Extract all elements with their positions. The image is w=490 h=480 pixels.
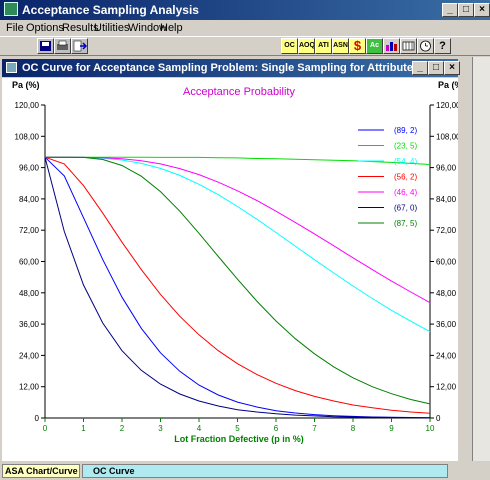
menu-help[interactable]: Help: [160, 22, 183, 34]
y-tick-label-left: 36,00: [19, 320, 40, 329]
y-axis-label-left: Pa (%): [12, 80, 40, 90]
legend-label-3: (54, 4): [394, 157, 417, 166]
x-tick-label: 4: [197, 424, 202, 433]
app-icon: [4, 2, 18, 16]
y-tick-label-right: 84,00: [436, 195, 457, 204]
child-title-bar: OC Curve for Acceptance Sampling Problem…: [2, 59, 460, 77]
oc-curve-icon[interactable]: OC: [281, 38, 298, 54]
series-line-1: [44, 156, 431, 419]
y-axis-label-right: Pa (%): [438, 80, 458, 90]
legend-label-2: (23, 5): [394, 142, 417, 151]
plot-area: Pa (%) Pa (%) Acceptance Probability Lot…: [2, 78, 466, 461]
status-bar: ASA Chart/Curve OC Curve: [0, 462, 490, 480]
bar-chart-icon[interactable]: [383, 38, 400, 54]
menu-utilities[interactable]: Utilities: [94, 22, 130, 34]
y-tick-label-left: 24,00: [19, 351, 40, 360]
y-tick-label-left: 108,00: [15, 132, 40, 141]
asn-curve-icon[interactable]: ASN: [332, 38, 349, 54]
y-tick-label-right: 12,00: [436, 383, 457, 392]
clock-icon[interactable]: [417, 38, 434, 54]
series-line-6: [44, 157, 430, 419]
close-button[interactable]: ×: [474, 3, 490, 17]
series-line-3: [45, 156, 431, 333]
legend-label-5: (46, 4): [394, 188, 417, 197]
child-maximize-button[interactable]: □: [428, 61, 444, 75]
toolbar: OC AOQ ATI ASN $ Ac Re ?: [0, 36, 490, 56]
legend-label-1: (89, 2): [394, 126, 417, 135]
x-tick-label: 7: [312, 424, 317, 433]
ac-re-icon[interactable]: Ac Re: [366, 38, 383, 54]
menu-file[interactable]: File: [6, 22, 24, 34]
y-tick-label-left: 60,00: [19, 258, 40, 267]
table-icon[interactable]: [400, 38, 417, 54]
y-tick-label-right: 60,00: [436, 258, 457, 267]
y-tick-label-right: 96,00: [436, 164, 457, 173]
x-tick-label: 1: [81, 424, 86, 433]
y-tick-label-right: 48,00: [436, 289, 457, 298]
x-tick-label: 3: [158, 424, 163, 433]
maximize-button[interactable]: □: [458, 3, 474, 17]
app-title: Acceptance Sampling Analysis: [22, 3, 199, 17]
x-tick-label: 10: [426, 424, 435, 433]
cost-icon[interactable]: $: [349, 38, 366, 54]
series-line-4: [44, 156, 431, 414]
ati-curve-icon[interactable]: ATI: [315, 38, 332, 54]
status-left: ASA Chart/Curve: [2, 464, 80, 478]
y-tick-label-left: 72,00: [19, 226, 40, 235]
menu-window[interactable]: Window: [128, 22, 168, 34]
minimize-button[interactable]: _: [442, 3, 458, 17]
save-icon[interactable]: [37, 38, 54, 54]
y-tick-label-right: 108,00: [436, 132, 458, 141]
y-tick-label-right: 0: [436, 414, 441, 423]
y-tick-label-left: 48,00: [19, 289, 40, 298]
y-tick-label-left: 84,00: [19, 195, 40, 204]
child-close-button[interactable]: ×: [444, 61, 460, 75]
y-tick-label-left: 96,00: [19, 164, 40, 173]
x-tick-label: 9: [389, 424, 394, 433]
menu-options[interactable]: Options: [26, 22, 64, 34]
aoq-curve-icon[interactable]: AOQ: [298, 38, 315, 54]
x-tick-label: 5: [235, 424, 240, 433]
series-line-5: [45, 156, 431, 304]
legend-label-6: (67, 0): [394, 204, 417, 213]
export-icon[interactable]: [71, 38, 88, 54]
status-right: OC Curve: [82, 464, 448, 478]
x-tick-label: 8: [351, 424, 356, 433]
child-minimize-button[interactable]: _: [412, 61, 428, 75]
series-line-7: [45, 156, 431, 405]
x-axis-label: Lot Fraction Defective (p in %): [174, 434, 304, 444]
y-tick-label-left: 120,00: [15, 101, 40, 110]
child-window-title: OC Curve for Acceptance Sampling Problem…: [22, 62, 420, 74]
menu-bar: File Options Results Utilities Window He…: [0, 20, 490, 36]
x-tick-label: 0: [43, 424, 48, 433]
legend-label-7: (87, 5): [394, 219, 417, 228]
y-tick-label-left: 12,00: [19, 383, 40, 392]
y-tick-label-right: 36,00: [436, 320, 457, 329]
y-tick-label-right: 24,00: [436, 351, 457, 360]
y-tick-label-left: 0: [35, 414, 40, 423]
help-icon[interactable]: ?: [434, 38, 451, 54]
print-icon[interactable]: [54, 38, 71, 54]
x-tick-label: 2: [120, 424, 125, 433]
menu-results[interactable]: Results: [62, 22, 99, 34]
chart-title: Acceptance Probability: [183, 86, 295, 98]
app-title-bar: Acceptance Sampling Analysis _ □ ×: [0, 0, 490, 20]
y-tick-label-right: 72,00: [436, 226, 457, 235]
child-window-icon: [6, 62, 17, 73]
vertical-scrollbar[interactable]: [472, 57, 490, 461]
legend-label-4: (56, 2): [394, 173, 417, 182]
x-tick-label: 6: [274, 424, 279, 433]
oc-curve-window: OC Curve for Acceptance Sampling Problem…: [0, 57, 490, 461]
y-tick-label-right: 120,00: [436, 101, 458, 110]
oc-chart: Pa (%) Pa (%) Acceptance Probability Lot…: [12, 80, 466, 444]
